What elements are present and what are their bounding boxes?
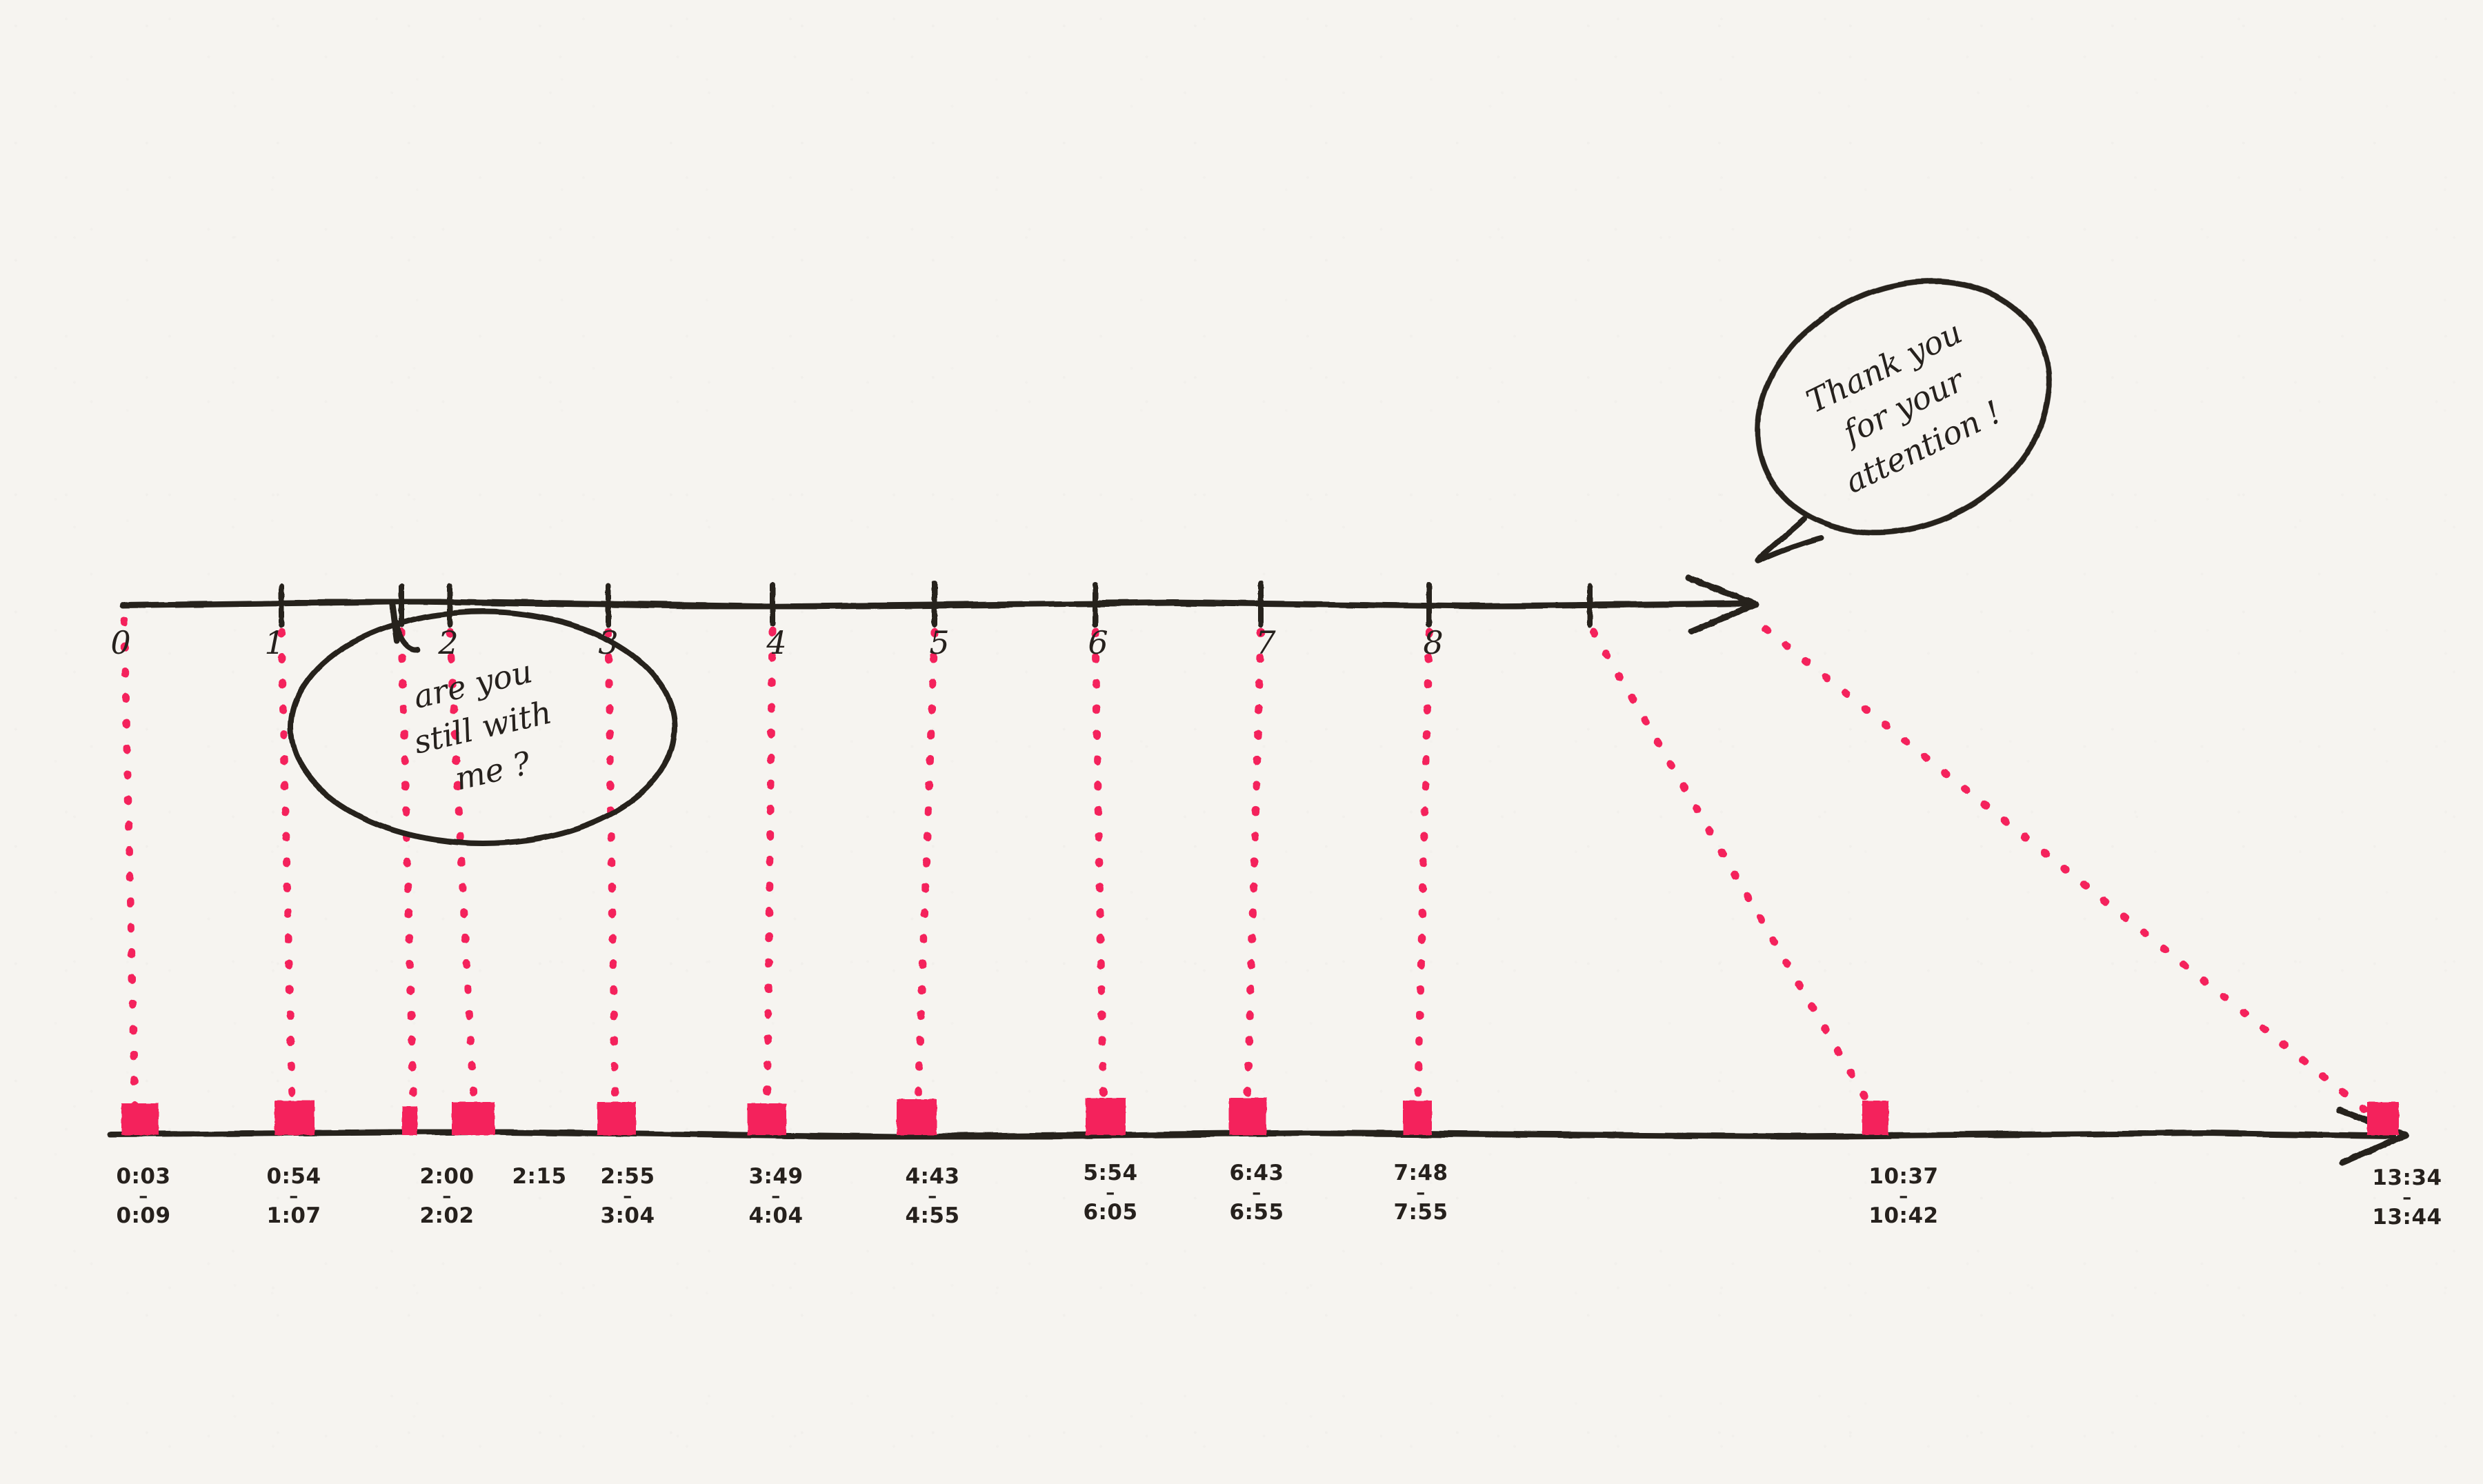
timestamp-7-end: 6:55 [1229, 1199, 1284, 1225]
marker-6 [1086, 1098, 1126, 1135]
tick-label-0: 0 [110, 624, 131, 661]
timestamp-3: 2:55 – 3:04 [600, 1164, 655, 1230]
timestamp-2-start: 2:00 [419, 1164, 475, 1189]
timestamp-2: 2:00 – 2:02 [419, 1164, 474, 1230]
timestamp-6-start: 5:54 [1083, 1161, 1138, 1185]
timestamp-2b: 2:15 [512, 1164, 566, 1190]
leader-8 [1413, 628, 1433, 1121]
tick-label-7: 7 [1255, 624, 1276, 661]
timestamp-0-start: 0:03 [116, 1164, 171, 1189]
leader-3 [604, 628, 619, 1121]
tick-label-1: 1 [264, 624, 285, 661]
marker-7 [1229, 1098, 1266, 1135]
timestamp-5-end: 4:55 [905, 1203, 960, 1228]
timestamp-3-dash: – [623, 1185, 632, 1207]
timestamp-1-end: 1:07 [266, 1203, 321, 1228]
thank-you-bubble [1754, 278, 2053, 564]
timestamp-5: 4:43 – 4:55 [905, 1164, 959, 1230]
tick-label-8: 8 [1423, 624, 1444, 661]
leader-10 [1762, 625, 2385, 1127]
timestamp-2-end: 2:02 [419, 1203, 475, 1228]
marker-10 [2367, 1102, 2399, 1135]
timestamp-8-start: 7:48 [1393, 1161, 1448, 1185]
are-you-still-with-me-bubble [288, 601, 677, 846]
timestamp-4-dash: – [771, 1185, 781, 1207]
tick-label-6: 6 [1088, 624, 1108, 661]
timestamp-4-start: 3:49 [748, 1164, 804, 1189]
marker-2 [402, 1106, 417, 1135]
time-markers [121, 1098, 2399, 1135]
timestamp-10-end: 13:44 [2372, 1204, 2442, 1230]
timestamp-9-end: 10:42 [1868, 1203, 1939, 1228]
marker-9 [1862, 1101, 1888, 1135]
marker-2b [452, 1102, 495, 1135]
leader-7 [1243, 628, 1265, 1120]
timestamp-5-start: 4:43 [905, 1164, 960, 1189]
timestamp-7: 6:43 – 6:55 [1229, 1161, 1284, 1226]
tick-label-4: 4 [766, 624, 787, 661]
marker-1 [275, 1101, 315, 1135]
leader-2b [446, 628, 479, 1123]
leader-2 [397, 628, 418, 1123]
leader-lines [120, 616, 2385, 1127]
timestamp-1: 0:54 – 1:07 [266, 1164, 321, 1230]
timestamp-2-dash: – [442, 1185, 452, 1207]
timestamp-6-end: 6:05 [1083, 1199, 1138, 1225]
timestamp-10-start: 13:34 [2372, 1165, 2442, 1190]
timestamp-8: 7:48 – 7:55 [1393, 1161, 1448, 1226]
timestamp-8-end: 7:55 [1393, 1199, 1448, 1225]
timestamp-10-dash: – [2402, 1187, 2412, 1208]
tick-label-3: 3 [598, 624, 619, 661]
timestamp-4-end: 4:04 [748, 1203, 804, 1228]
timestamp-4: 3:49 – 4:04 [748, 1164, 803, 1230]
leader-5 [913, 628, 939, 1121]
leader-0 [120, 616, 139, 1123]
marker-4 [748, 1103, 786, 1135]
marker-5 [897, 1099, 937, 1135]
tick-label-2: 2 [438, 624, 459, 661]
marker-0 [121, 1103, 159, 1135]
timestamp-5-dash: – [928, 1185, 937, 1207]
leader-9 [1589, 628, 1882, 1123]
timestamp-9-start: 10:37 [1868, 1164, 1939, 1189]
timestamp-0-dash: – [139, 1185, 148, 1207]
timestamp-0: 0:03 – 0:09 [116, 1164, 170, 1230]
timestamp-7-dash: – [1252, 1182, 1262, 1203]
marker-8 [1403, 1101, 1432, 1135]
timestamp-7-start: 6:43 [1229, 1161, 1284, 1185]
timestamp-1-dash: – [289, 1185, 299, 1207]
timestamp-1-start: 0:54 [266, 1164, 321, 1189]
top-axis [119, 574, 1759, 635]
timestamp-9-dash: – [1899, 1185, 1908, 1207]
timestamp-3-end: 3:04 [600, 1203, 655, 1228]
leader-1 [277, 628, 297, 1121]
timestamp-8-dash: – [1416, 1182, 1426, 1203]
marker-3 [597, 1102, 636, 1135]
timestamp-3-start: 2:55 [600, 1164, 655, 1189]
leader-6 [1091, 628, 1108, 1120]
timestamp-6-dash: – [1106, 1182, 1115, 1203]
timestamp-10: 13:34 – 13:44 [2372, 1165, 2442, 1231]
leader-4 [763, 626, 777, 1123]
timestamp-9: 10:37 – 10:42 [1868, 1164, 1938, 1230]
timestamp-2b-start: 2:15 [512, 1164, 567, 1189]
tick-label-5: 5 [929, 624, 950, 661]
timestamp-0-end: 0:09 [116, 1203, 171, 1228]
timestamp-6: 5:54 – 6:05 [1083, 1161, 1137, 1226]
